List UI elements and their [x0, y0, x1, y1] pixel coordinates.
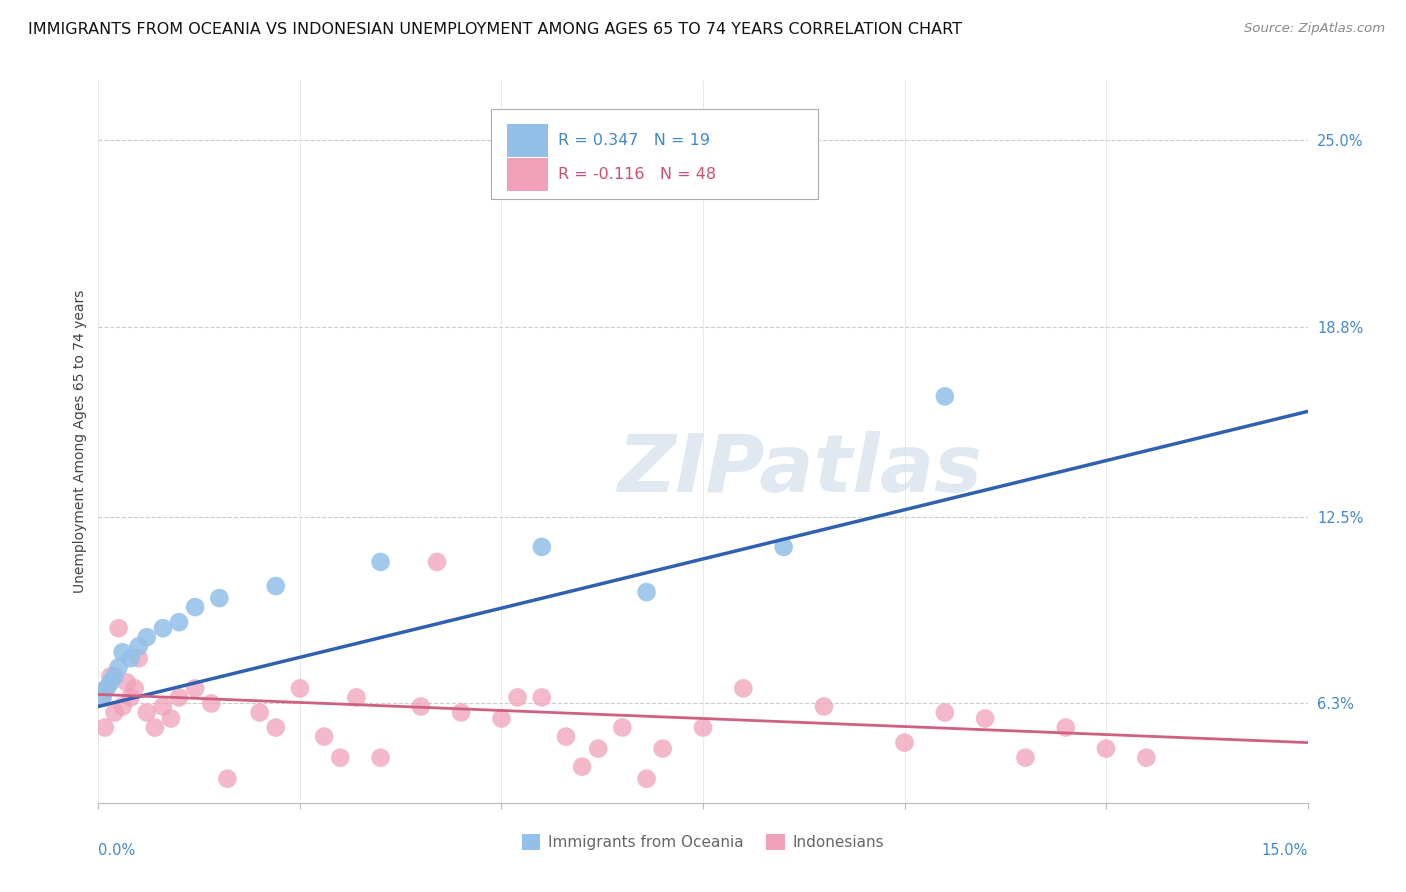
- Point: [370, 750, 392, 764]
- Point: [152, 621, 174, 635]
- Point: [1095, 741, 1118, 756]
- Point: [692, 721, 714, 735]
- Text: Source: ZipAtlas.com: Source: ZipAtlas.com: [1244, 22, 1385, 36]
- Point: [555, 730, 578, 744]
- Point: [152, 699, 174, 714]
- Point: [813, 699, 835, 714]
- Legend: Immigrants from Oceania, Indonesians: Immigrants from Oceania, Indonesians: [516, 829, 890, 856]
- Point: [100, 675, 122, 690]
- Point: [94, 721, 117, 735]
- Point: [135, 630, 157, 644]
- Point: [409, 699, 432, 714]
- Point: [1135, 750, 1157, 764]
- Point: [491, 712, 513, 726]
- Point: [167, 690, 190, 705]
- FancyBboxPatch shape: [508, 158, 548, 191]
- Point: [450, 706, 472, 720]
- Point: [612, 721, 634, 735]
- Point: [184, 681, 207, 696]
- Text: 0.0%: 0.0%: [98, 843, 135, 857]
- Point: [167, 615, 190, 630]
- Point: [344, 690, 367, 705]
- Point: [96, 681, 118, 696]
- Point: [103, 706, 125, 720]
- Point: [200, 697, 222, 711]
- Point: [288, 681, 311, 696]
- Point: [974, 712, 997, 726]
- Point: [636, 772, 658, 786]
- Point: [636, 585, 658, 599]
- Point: [143, 721, 166, 735]
- Point: [733, 681, 755, 696]
- Point: [208, 591, 231, 606]
- Point: [111, 699, 134, 714]
- Point: [96, 681, 118, 696]
- Point: [264, 721, 287, 735]
- Point: [91, 690, 114, 705]
- Point: [124, 681, 146, 696]
- Text: R = 0.347   N = 19: R = 0.347 N = 19: [558, 133, 710, 148]
- Point: [120, 651, 142, 665]
- Point: [103, 669, 125, 683]
- Point: [111, 645, 134, 659]
- Point: [107, 660, 129, 674]
- Point: [1054, 721, 1077, 735]
- Point: [160, 712, 183, 726]
- Point: [893, 735, 915, 749]
- Point: [100, 669, 122, 683]
- Point: [934, 706, 956, 720]
- Point: [115, 675, 138, 690]
- Point: [506, 690, 529, 705]
- Point: [571, 760, 593, 774]
- Text: ZIPatlas: ZIPatlas: [617, 432, 983, 509]
- Text: R = -0.116   N = 48: R = -0.116 N = 48: [558, 167, 716, 182]
- Point: [370, 555, 392, 569]
- Point: [329, 750, 352, 764]
- Point: [772, 540, 794, 554]
- Point: [314, 730, 336, 744]
- Point: [91, 690, 114, 705]
- Y-axis label: Unemployment Among Ages 65 to 74 years: Unemployment Among Ages 65 to 74 years: [73, 290, 87, 593]
- Point: [530, 690, 553, 705]
- Point: [128, 639, 150, 653]
- Point: [530, 540, 553, 554]
- Point: [264, 579, 287, 593]
- FancyBboxPatch shape: [492, 109, 818, 200]
- Text: IMMIGRANTS FROM OCEANIA VS INDONESIAN UNEMPLOYMENT AMONG AGES 65 TO 74 YEARS COR: IMMIGRANTS FROM OCEANIA VS INDONESIAN UN…: [28, 22, 962, 37]
- Point: [128, 651, 150, 665]
- Point: [586, 741, 609, 756]
- Point: [120, 690, 142, 705]
- Point: [107, 621, 129, 635]
- Point: [934, 389, 956, 403]
- Point: [426, 555, 449, 569]
- Point: [249, 706, 271, 720]
- Point: [135, 706, 157, 720]
- Point: [651, 741, 673, 756]
- Text: 15.0%: 15.0%: [1261, 843, 1308, 857]
- Point: [217, 772, 239, 786]
- Point: [1014, 750, 1036, 764]
- FancyBboxPatch shape: [508, 124, 548, 157]
- Point: [184, 600, 207, 615]
